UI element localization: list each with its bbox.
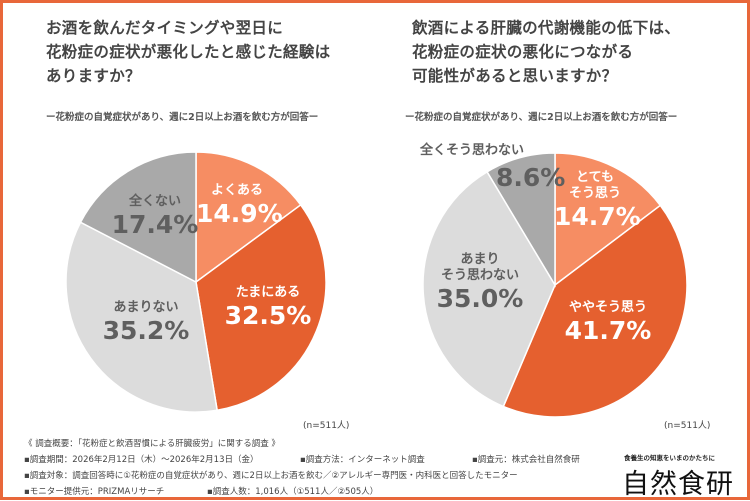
chart1-title-line: お酒を飲んだタイミングや翌日に (46, 19, 284, 37)
slice-label: あまり (460, 252, 500, 267)
slice-label: たまにある (235, 285, 301, 300)
survey-summary: 《 調査概要：「花粉症と飲酒習慣による肝臓疲労」に関する調査 》 (24, 439, 280, 449)
brand-logo: 自然食研 (622, 469, 734, 500)
chart1-title-line: ありますか？ (46, 67, 141, 85)
slice-value: 41.7% (564, 316, 652, 345)
chart2-pie (423, 153, 687, 417)
slice-label: そう思わない (440, 268, 519, 283)
slice-value: 35.2% (102, 316, 190, 345)
slice-value: 8.6% (496, 163, 566, 192)
pie-slice-0 (554, 153, 662, 287)
chart1-label-never: 全くない 17.4% (110, 194, 200, 240)
survey-count: ▪調査人数：1,016人（①511人／②505人） (207, 487, 379, 497)
slice-label: ややそう思う (568, 300, 647, 315)
pie-slice-1 (195, 203, 326, 412)
slice-label: 全くない (128, 194, 181, 209)
slice-label: そう思う (568, 186, 621, 201)
survey-provider: ▪モニター提供元：PRIZMAリサーチ (24, 487, 165, 497)
chart2-label-disagree: あまり そう思わない 35.0% (430, 252, 530, 314)
chart2-subtitle: ー花粉症の自覚症状があり、週に2日以上お酒を飲む方が回答ー (405, 112, 678, 123)
pie-slice-0 (195, 152, 302, 284)
brand-tagline: 食養生の知恵をいまのかたちに (624, 454, 715, 462)
chart1-sample-size: (n=511人) (303, 421, 350, 431)
chart2-title-line: 可能性があると思いますか？ (412, 67, 618, 85)
chart2-label-strongly-agree: とても そう思う 14.7% (554, 170, 641, 232)
chart1-title-line: 花粉症の症状が悪化したと感じた経験は (46, 43, 331, 61)
chart2-title-line: 飲酒による肝臓の代謝機能の低下は、 (412, 19, 681, 37)
chart2-sample-size: (n=511人) (664, 421, 711, 431)
pie-slice-3 (79, 152, 197, 284)
survey-target: ▪調査対象：調査回答時に①花粉症の自覚症状があり、週に2日以上お酒を飲む／②アレ… (24, 471, 518, 481)
chart1-pie (66, 152, 326, 413)
slice-label: 全くそう思わない (420, 143, 525, 158)
chart2-title-line: 花粉症の症状の悪化につながる (412, 43, 634, 61)
slice-value: 17.4% (111, 210, 199, 239)
chart2-label-somewhat-agree: ややそう思う 41.7% (553, 300, 663, 346)
slice-label: よくある (210, 183, 263, 198)
chart2-title: 飲酒による肝臓の代謝機能の低下は、 花粉症の症状の悪化につながる 可能性があると… (412, 16, 680, 88)
slice-value: 14.7% (554, 202, 641, 231)
survey-source: ▪調査元：株式会社自然食研 (472, 455, 580, 465)
chart1-label-often: よくある 14.9% (196, 183, 283, 229)
slice-value: 35.0% (436, 284, 524, 313)
survey-period: ▪調査期間：2026年2月12日（木）～2026年2月13日（金） (24, 455, 259, 465)
chart1-subtitle: ー花粉症の自覚症状があり、週に2日以上お酒を飲む方が回答ー (46, 112, 319, 123)
slice-value: 14.9% (196, 199, 283, 228)
slice-label: とても (576, 170, 614, 185)
chart2-label-strongly-disagree: 全くそう思わない (420, 143, 550, 159)
survey-method: ▪調査方法：インターネット調査 (300, 455, 425, 465)
chart2-value-strongly-disagree: 8.6% (496, 163, 566, 193)
slice-value: 32.5% (224, 301, 312, 330)
slice-label: あまりない (113, 300, 179, 315)
chart1-label-sometimes: たまにある 32.5% (218, 285, 318, 331)
chart1-label-rarely: あまりない 35.2% (96, 300, 196, 346)
pie-slice-2 (66, 221, 219, 413)
chart1-title: お酒を飲んだタイミングや翌日に 花粉症の症状が悪化したと感じた経験は ありますか… (46, 16, 330, 88)
pie-slice-3 (486, 153, 556, 288)
pie-slice-1 (502, 204, 687, 417)
